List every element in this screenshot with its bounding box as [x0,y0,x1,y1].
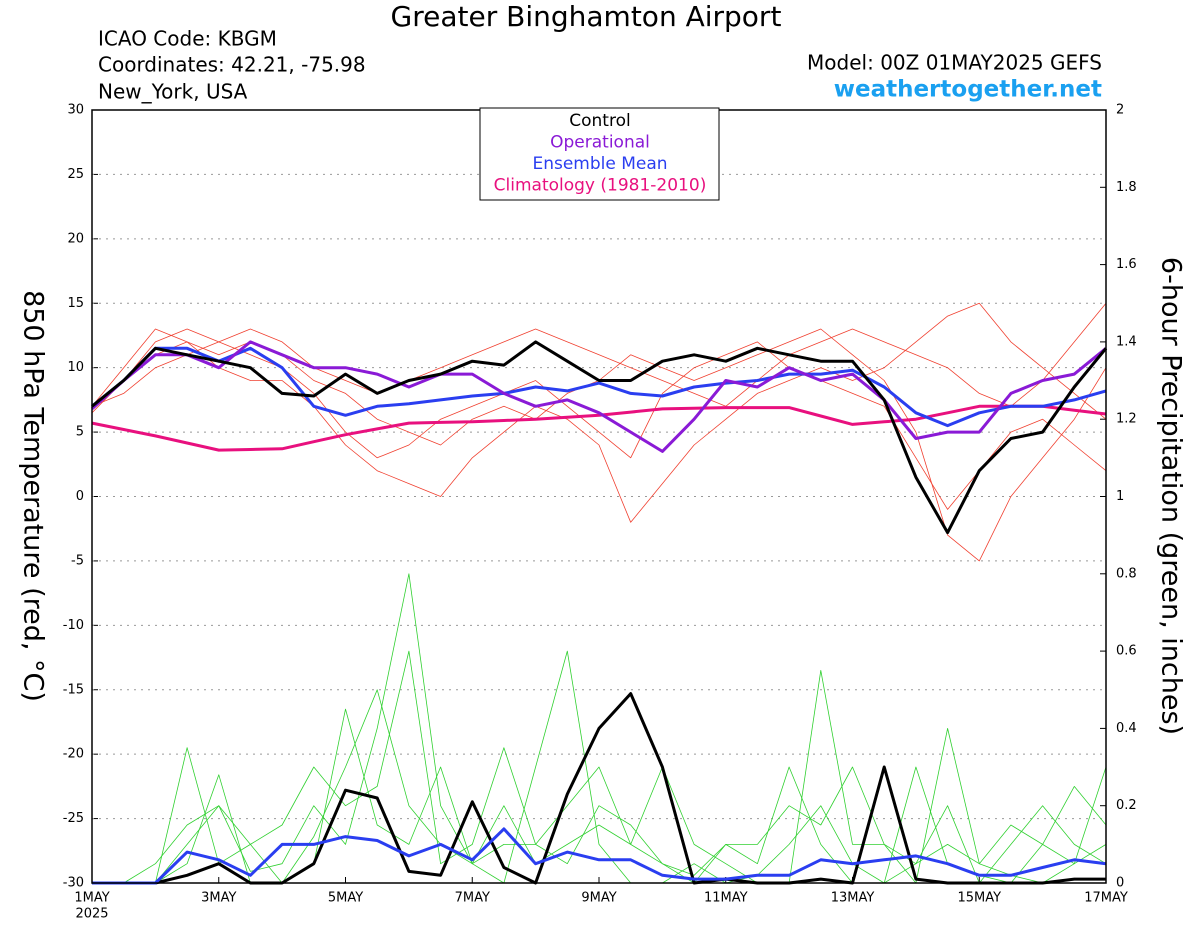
temp-line [90,340,1107,453]
y2-tick-label: 0 [1116,876,1124,891]
y-axis-label: 850 hPa Temperature (red, °C) [18,290,49,702]
x-tick-label: 15MAY [957,891,1001,906]
model-info: Model: 00Z 01MAY2025 GEFS [807,51,1102,75]
y-tick-label: -30 [63,876,84,891]
site-name: weathertogether.net [834,77,1102,103]
y-tick-label: 20 [67,231,84,246]
y-tick-label: 25 [67,167,84,182]
x-tick-label: 3MAY [201,891,236,906]
y-tick-label: 30 [67,103,84,118]
y2-tick-label: 1.6 [1116,257,1137,272]
temp-member-line [91,303,1107,407]
y2-tick-label: 1.2 [1116,412,1137,427]
legend-box [479,107,720,201]
x-tick-label: 13MAY [831,891,875,906]
x-tick-label: 11MAY [704,891,748,906]
info-line: Coordinates: 42.21, -75.98 [98,53,366,77]
y2-tick-label: 1.8 [1116,180,1137,195]
legend-entry: Climatology (1981-2010) [494,176,707,196]
y-tick-label: -10 [63,618,84,633]
temp-line [91,340,1108,535]
y2-tick-label: 0.2 [1116,798,1137,813]
precip-member-line [92,573,1107,884]
y2-tick-label: 0.8 [1116,566,1137,581]
y-tick-label: -15 [63,682,84,697]
y-tick-label: 0 [76,489,84,504]
y-tick-label: 15 [67,296,84,311]
x-tick-label: 5MAY [328,891,363,906]
year-label: 2025 [75,907,108,922]
chart-title: Greater Binghamton Airport [391,0,782,33]
legend-entry: Control [569,111,630,131]
legend-entry: Ensemble Mean [532,154,667,174]
precip-member-line [92,650,1107,884]
y2-tick-label: 1.4 [1116,334,1137,349]
y2-tick-label: 2 [1116,103,1124,118]
y-tick-label: -5 [71,553,84,568]
precip-line [92,827,1107,885]
precip-member-line [92,650,1107,884]
y2-tick-label: 0.6 [1116,644,1137,659]
info-line: New_York, USA [98,80,248,104]
x-tick-label: 1MAY [74,891,109,906]
y-tick-label: 10 [67,360,84,375]
y-tick-label: 5 [76,425,84,440]
y-tick-label: -25 [63,811,84,826]
temp-line [91,404,1107,452]
y2-tick-label: 0.4 [1116,721,1137,736]
legend-entry: Operational [550,133,650,153]
info-line: ICAO Code: KBGM [98,27,277,51]
x-tick-label: 9MAY [581,891,616,906]
x-tick-label: 17MAY [1084,891,1128,906]
temp-line [91,346,1107,428]
x-tick-label: 7MAY [455,891,490,906]
temp-member-line [91,302,1107,523]
y-tick-label: -20 [63,747,84,762]
y2-tick-label: 1 [1116,489,1124,504]
temp-member-line [91,328,1107,510]
y2-axis-label: 6-hour Precipitation (green, inches) [1156,257,1187,735]
